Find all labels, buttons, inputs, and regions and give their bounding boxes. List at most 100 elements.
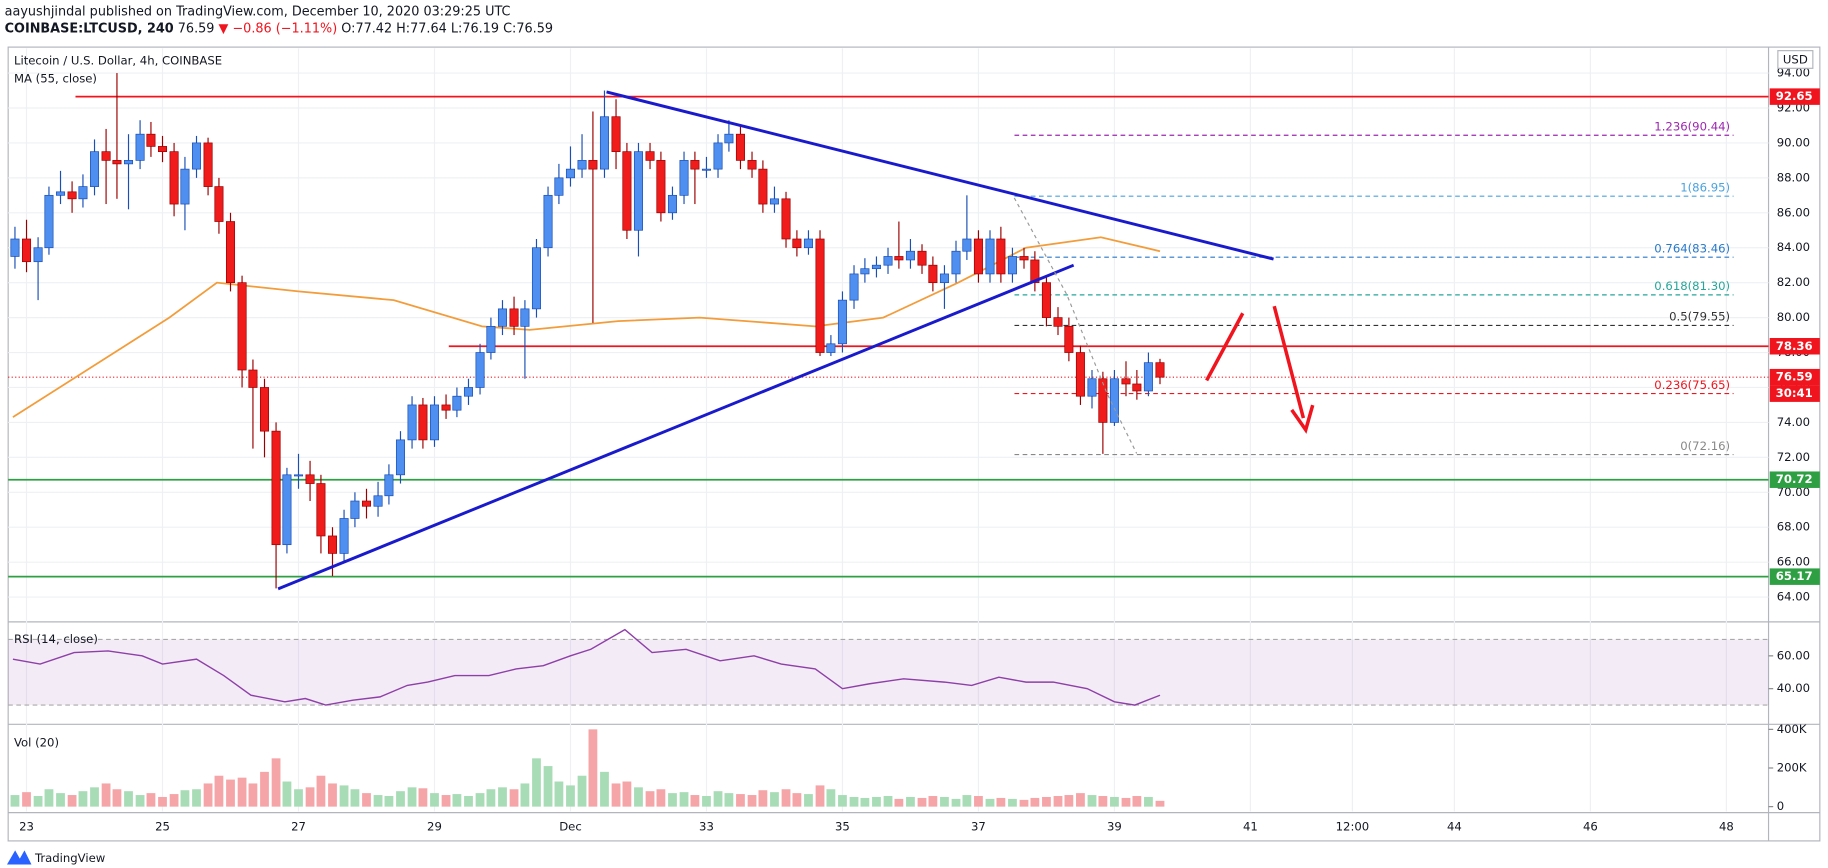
volume-bar	[1008, 798, 1017, 807]
candle-body	[588, 160, 598, 170]
volume-bar	[33, 796, 43, 807]
volume-bar	[248, 783, 258, 807]
candle-body	[735, 133, 745, 161]
candle-body	[849, 273, 859, 301]
candle-body	[928, 264, 938, 284]
candle-body	[214, 186, 224, 222]
volume-bar	[282, 781, 292, 807]
volume-bar	[1110, 796, 1119, 807]
candle-body	[44, 194, 54, 249]
volume-bar	[792, 793, 802, 807]
y-tick-label: 74.00	[1777, 415, 1810, 429]
volume-bar	[747, 795, 757, 807]
candle-body	[316, 483, 326, 537]
candle-body	[56, 191, 66, 196]
last-price-label: 76.59	[1776, 370, 1813, 384]
trendline	[606, 90, 1274, 261]
rsi-band	[8, 639, 1769, 706]
candle-body	[577, 160, 587, 170]
change: ▼ −0.86 (−1.11%)	[219, 21, 338, 36]
candle-body	[67, 191, 77, 200]
footer: TradingView	[34, 851, 106, 865]
candle-body	[1064, 325, 1074, 353]
candle-body	[225, 221, 236, 284]
candle-body	[463, 387, 473, 397]
candle-body	[599, 116, 609, 170]
logo	[6, 850, 32, 865]
level-label-box	[1769, 338, 1820, 355]
last-price-label-box	[1769, 368, 1820, 386]
candle-body	[781, 198, 791, 240]
volume-bar	[532, 758, 541, 807]
volume-bar	[78, 791, 88, 807]
volume-bar	[566, 785, 575, 807]
symbol: COINBASE:LTCUSD, 240	[5, 21, 174, 36]
candle-body	[78, 186, 88, 200]
volume-bar	[396, 791, 405, 807]
candle-body	[1030, 259, 1040, 284]
volume-bar	[384, 796, 394, 807]
candle-body	[667, 194, 677, 214]
candle-body	[259, 387, 270, 432]
fib-label: 0.5(79.55)	[1669, 310, 1730, 324]
x-tick-label: 46	[1583, 819, 1598, 833]
y-tick-label: 80.00	[1777, 310, 1810, 324]
trendline	[277, 263, 1075, 591]
volume-bar	[124, 791, 133, 807]
volume-bar	[1087, 795, 1097, 807]
candle-body	[951, 250, 961, 275]
volume-bar	[237, 777, 247, 807]
candle-body	[486, 325, 496, 353]
volume-bar	[44, 789, 54, 807]
candle-body	[509, 308, 519, 327]
volume-bar	[554, 781, 564, 807]
candle-body	[758, 168, 768, 205]
candle-body	[395, 439, 406, 476]
volume-bar	[169, 794, 179, 807]
x-tick-label: 44	[1447, 819, 1462, 833]
rsi-line	[12, 628, 1161, 706]
candle-body	[1143, 362, 1153, 392]
candle-body	[157, 146, 168, 153]
y-tick-label: 70.00	[1777, 485, 1810, 499]
candle-body	[554, 177, 564, 196]
x-tick-label: 33	[699, 819, 714, 833]
volume-bar	[838, 795, 847, 807]
chart-title: Litecoin / U.S. Dollar, 4h, COINBASE	[14, 54, 222, 68]
volume-bar	[67, 795, 77, 807]
volume-bar	[226, 779, 235, 807]
level-label: 65.17	[1776, 569, 1813, 583]
volume-bar	[464, 796, 473, 807]
candle-body	[1109, 378, 1119, 423]
price: 76.59	[178, 21, 215, 36]
volume-tick-label: 200K	[1777, 760, 1807, 774]
y-tick-label: 84.00	[1777, 240, 1810, 254]
candle-body	[497, 308, 507, 327]
volume-bar	[679, 792, 689, 807]
volume-bar	[634, 787, 643, 807]
volume-bar	[192, 789, 201, 807]
volume-bar	[894, 798, 904, 807]
rsi-tick-label: 60.00	[1777, 648, 1810, 662]
candle-body	[622, 151, 632, 231]
currency: USD	[1783, 53, 1808, 67]
candle-body	[633, 151, 643, 231]
rsi-legend: RSI (14, close)	[14, 632, 98, 646]
candle-body	[305, 474, 315, 484]
x-tick-label: 12:00	[1336, 819, 1370, 833]
x-tick-label: 35	[835, 819, 850, 833]
level-label-box	[1769, 88, 1820, 105]
volume-bar	[668, 793, 677, 807]
volume-bar	[815, 785, 825, 807]
candle-body	[826, 343, 836, 353]
x-tick-label: 41	[1243, 819, 1258, 833]
candle-body	[894, 256, 904, 261]
candle-body	[350, 500, 360, 519]
candle-body	[1121, 378, 1131, 385]
candle-body	[237, 282, 247, 371]
candle-body	[407, 404, 417, 441]
volume-bar	[588, 729, 598, 807]
volume-bar	[577, 775, 587, 807]
x-tick-label: 25	[155, 819, 170, 833]
currency-box	[1777, 50, 1814, 69]
